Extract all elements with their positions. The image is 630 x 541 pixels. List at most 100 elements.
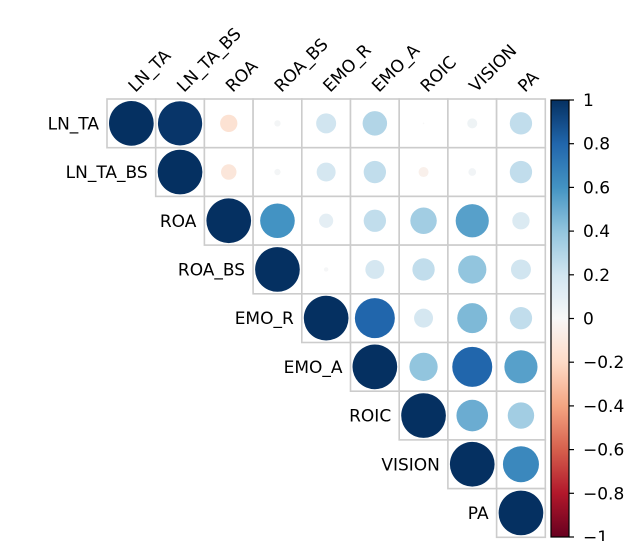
colorbar-tick-label: −0.6 [583,441,624,461]
corr-circle [220,114,238,133]
colorbar: 1 0.8 0.6 0.4 0.2 0 −0.2 −0.4 −0.6 −0.8 −1 [550,91,624,541]
corr-circle [414,308,434,328]
corr-circle [206,198,252,244]
col-label-ROIC: ROIC [417,53,461,97]
cell-ROA-EMO_R [300,195,352,246]
corr-circle [510,259,531,280]
grid-cell [300,146,352,198]
cell-EMO_R-PA [495,292,547,344]
col-label-ROA: ROA [222,56,262,96]
cell-ROA_BS-EMO_R [300,244,352,295]
corr-circle [260,203,295,239]
colorbar-tick-label: −0.2 [583,353,624,373]
corr-circle [509,306,533,330]
cell-LN_TA-EMO_R [300,98,352,149]
corr-circle [221,164,237,180]
corr-circle [319,213,334,228]
row-label-EMO_R: EMO_R [235,309,294,329]
corr-circle [109,101,154,146]
corr-circle [449,441,495,487]
cell-LN_TA-PA [495,98,547,149]
corr-circle [502,446,539,483]
cell-ROA-EMO_A [349,195,401,246]
cell-LN_TA-ROA [203,98,254,149]
cell-LN_TA_BS-LN_TA_BS [154,146,206,198]
cell-PA-PA [495,487,547,539]
row-label-PA: PA [468,504,489,524]
row-label-EMO_A: EMO_A [284,358,343,378]
corr-circle [316,162,336,182]
corr-circle [412,258,435,281]
row-label-ROA_BS: ROA_BS [178,260,245,280]
cell-ROA-ROIC [398,195,449,246]
corr-circle [274,120,281,127]
cell-EMO_R-EMO_R [300,292,352,344]
corr-circle [274,168,281,176]
corr-circle [509,160,533,184]
cell-ROA_BS-VISION [447,244,498,295]
cell-LN_TA_BS-PA [495,146,547,198]
cell-LN_TA_BS-ROA_BS [252,146,303,198]
cell-EMO_A-ROIC [398,341,449,393]
corr-circle [498,490,544,536]
corr-circle [507,402,535,429]
corr-circle [303,295,349,341]
cell-VISION-PA [495,439,547,490]
corr-circle [323,267,329,272]
cell-EMO_R-EMO_A [349,292,401,344]
cell-ROA_BS-ROIC [398,244,449,295]
row-label-LN_TA: LN_TA [48,114,100,134]
corr-circle [509,112,533,135]
colorbar-tick-label: 0 [583,310,594,330]
row-label-ROIC: ROIC [349,407,391,427]
corr-circle [255,247,300,292]
corr-circle [467,118,478,129]
corr-circle [456,399,489,432]
cell-LN_TA-ROIC [398,98,449,149]
cell-LN_TA_BS-ROA [203,146,254,198]
corr-circle [418,167,429,178]
cell-LN_TA_BS-ROIC [398,146,449,198]
corr-circle [157,101,203,146]
cell-ROA_BS-ROA_BS [252,244,303,295]
cell-EMO_A-PA [495,341,547,393]
cell-ROIC-VISION [447,390,498,441]
corr-circle [422,122,425,125]
cell-ROA-ROA [203,195,254,246]
corr-circle [157,149,203,195]
corr-circle [363,209,387,232]
colorbar-tick-label: −0.4 [583,397,624,417]
corr-circle [401,393,446,438]
col-label-EMO_A: EMO_A [368,40,424,96]
cell-EMO_A-VISION [447,341,498,393]
corr-circle [504,350,538,384]
colorbar-tick-label: 0.2 [583,266,610,286]
colorbar-tick-label: 1 [583,91,594,111]
col-label-LN_TA: LN_TA [125,46,176,97]
cell-EMO_R-VISION [447,292,498,344]
cell-LN_TA_BS-EMO_A [349,146,401,198]
row-label-ROA: ROA [160,212,197,232]
corr-circle [316,113,337,134]
colorbar-tick-label: 0.4 [583,222,610,242]
colorbar-tick-label: −0.8 [583,484,624,504]
cell-ROA-PA [495,195,547,246]
cell-ROIC-ROIC [398,390,449,441]
colorbar-tick-label: −1 [583,528,608,541]
corr-circle [452,346,493,387]
corr-circle [363,160,387,184]
cell-ROA_BS-PA [495,244,547,295]
cell-ROIC-PA [495,390,547,441]
corr-circle [365,259,385,279]
cell-LN_TA-LN_TA [106,98,157,149]
corr-circle [352,344,398,390]
cell-LN_TA-EMO_A [349,98,401,149]
corr-circle [458,255,487,284]
corr-circle [455,204,489,238]
corr-circle [512,212,530,230]
corr-circle [354,298,395,339]
cell-EMO_A-EMO_A [349,341,401,393]
corr-circle [468,168,477,176]
cell-LN_TA-ROA_BS [252,98,303,149]
